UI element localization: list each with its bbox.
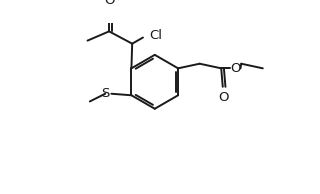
Text: S: S [101, 87, 109, 100]
Text: Cl: Cl [149, 29, 162, 42]
Text: O: O [230, 62, 240, 75]
Text: O: O [104, 0, 114, 8]
Text: O: O [219, 91, 229, 104]
